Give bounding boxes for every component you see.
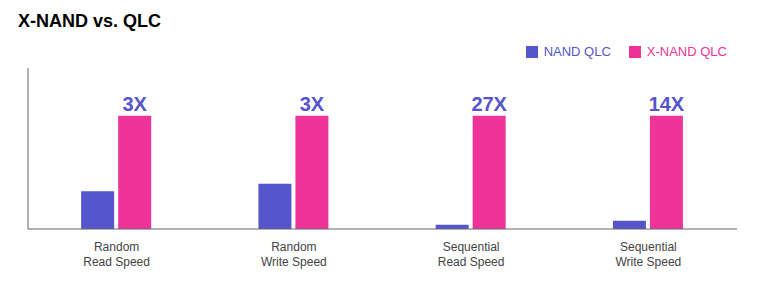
html-text:X-NAND vs. QLC: X-NAND vs. QLC (18, 11, 161, 31)
svg-text:SequentialWrite Speed: SequentialWrite Speed (615, 240, 681, 269)
svg-text:14X: 14X (649, 93, 685, 115)
svg-text:SequentialRead Speed: SequentialRead Speed (438, 240, 505, 269)
html-text:NAND QLC: NAND QLC (543, 44, 611, 59)
svg-text:RandomWrite Speed: RandomWrite Speed (261, 240, 327, 269)
svg-text:RandomRead Speed: RandomRead Speed (83, 240, 150, 269)
html-text:X-NAND QLC: X-NAND QLC (646, 44, 727, 59)
svg-text:3X: 3X (300, 93, 325, 115)
svg-text:3X: 3X (122, 93, 147, 115)
svg-text:27X: 27X (471, 93, 507, 115)
